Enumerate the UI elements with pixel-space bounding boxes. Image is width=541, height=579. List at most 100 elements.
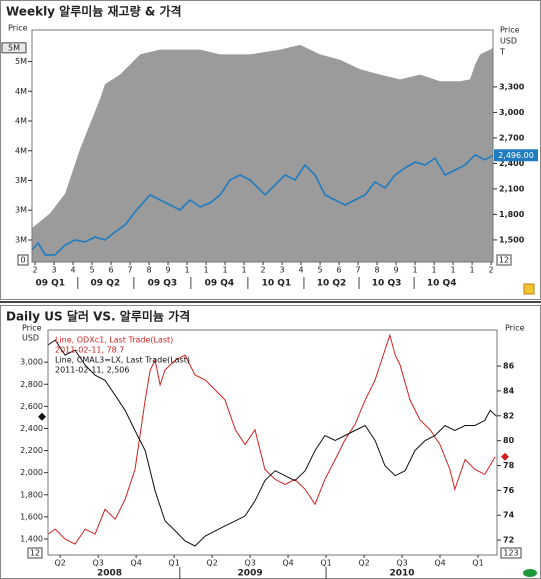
current-label: 2,496.00 (498, 151, 534, 160)
line (31, 153, 494, 256)
x-tick-label: 1 (413, 266, 418, 275)
y-tick-label: 2,200 (20, 446, 43, 455)
x-tick-label: 6 (337, 266, 342, 275)
group-label: 09 Q1 (35, 279, 65, 289)
corner-box-label: 12 (499, 256, 509, 265)
group-label: 09 Q4 (205, 279, 235, 289)
x-tick-label: Q2 (206, 559, 217, 568)
y2-tick-label: 1,500 (499, 235, 525, 244)
corner-box (496, 254, 512, 266)
current-label: 5M (8, 43, 20, 52)
y2-axis-label: USD (500, 37, 517, 46)
y-tick-label: 2,000 (20, 468, 43, 477)
y2-tick-label: 1,800 (499, 210, 525, 219)
x-tick-label: Q4 (282, 559, 293, 568)
x-tick-label: 4 (299, 266, 304, 275)
group-label: 2010 (390, 569, 415, 579)
y2-axis-label: Price (505, 324, 525, 333)
x-tick-label: 7 (128, 266, 133, 275)
x-tick-label: 4 (70, 266, 75, 275)
x-tick-label: 1 (242, 266, 247, 275)
x-tick-label: Q4 (130, 559, 141, 568)
y2-tick-label: 2,400 (499, 159, 525, 168)
y-tick-label: 3M (15, 176, 27, 185)
x-tick-label: 1 (432, 266, 437, 275)
x-tick-label: Q3 (92, 559, 103, 568)
corner-box (500, 547, 522, 559)
y-tick-label: 5M (15, 57, 27, 66)
x-tick-label: 9 (166, 266, 171, 275)
y-tick-label: 1,800 (20, 490, 43, 499)
x-tick-label: 3 (280, 266, 285, 275)
x-tick-label: 9 (394, 266, 399, 275)
x-tick-label: 2 (32, 266, 37, 275)
y2-tick-label: 84 (503, 386, 515, 395)
x-tick-label: 3 (51, 266, 56, 275)
corner-box-label: 123 (503, 549, 518, 558)
x-tick-label: 1 (223, 266, 228, 275)
y2-axis-label: T (499, 48, 505, 57)
x-tick-label: Q2 (54, 559, 65, 568)
corner-box-label: 0 (20, 256, 25, 265)
x-tick-label: 8 (147, 266, 152, 275)
chart-title: Daily US 달러 VS. 알루미늄 가격 (6, 309, 190, 324)
y-tick-label: 2,600 (20, 402, 43, 411)
x-tick-label: 7 (356, 266, 361, 275)
legend-last: 2011-02-11, 78.7 (55, 346, 124, 355)
y-axis-label: Price (8, 24, 28, 33)
x-tick-label: Q2 (358, 559, 369, 568)
current-box (494, 149, 538, 162)
corner-box (27, 547, 43, 559)
chart-title: Weekly 알루미늄 재고량 & 가격 (6, 4, 182, 19)
y2-tick-label: 82 (503, 411, 514, 420)
group-label: 10 Q2 (317, 279, 347, 289)
current-box (1, 42, 27, 54)
legend-entry: Line, CMAL3=LX, Last Trade(Last) (55, 356, 190, 365)
x-tick-label: 6 (109, 266, 114, 275)
y2-tick-label: 3,000 (499, 108, 525, 117)
group-label: 09 Q3 (148, 279, 178, 289)
group-label: 09 Q2 (91, 279, 121, 289)
y-axis-label: USD (22, 334, 39, 343)
x-tick-label: Q3 (396, 559, 407, 568)
y-tick-label: 3,000 (20, 358, 43, 367)
y-tick-label: 2,400 (20, 424, 43, 433)
x-tick-label: 5 (318, 266, 323, 275)
y2-tick-label: 80 (503, 436, 515, 445)
y-tick-label: 1,600 (20, 512, 43, 521)
legend-last: 2011-02-11, 2,506 (55, 366, 129, 375)
y-tick-label: 4M (15, 87, 27, 96)
y2-tick-label: 3,300 (499, 82, 525, 91)
y2-tick-label: 72 (503, 536, 514, 545)
y-tick-label: 2,800 (20, 380, 43, 389)
y2-tick-label: 74 (503, 511, 515, 520)
x-tick-label: Q1 (320, 559, 331, 568)
status-icon (523, 569, 537, 577)
x-tick-label: 2 (261, 266, 266, 275)
x-tick-label: 8 (375, 266, 380, 275)
x-tick-label: Q3 (244, 559, 255, 568)
x-tick-label: 2 (489, 266, 494, 275)
plot-border (47, 329, 498, 556)
x-tick-label: 1 (470, 266, 475, 275)
x-tick-label: 1 (451, 266, 456, 275)
y2-axis-label: Price (500, 26, 520, 35)
corner-box-label: 12 (30, 549, 40, 558)
group-label: 2008 (97, 569, 122, 579)
y2-tick-label: 86 (503, 362, 515, 371)
y-tick-label: 4M (15, 117, 27, 126)
y2-tick-label: 76 (503, 486, 515, 495)
y2-tick-label: 2,100 (499, 184, 525, 193)
last-value-marker (501, 452, 509, 461)
y-axis-label: Price (22, 324, 42, 333)
last-value-marker (38, 412, 46, 421)
plot-border (31, 29, 494, 263)
x-tick-label: 1 (204, 266, 209, 275)
toolbar-icon[interactable] (523, 283, 535, 295)
y-tick-label: 4M (15, 146, 27, 155)
y-tick-label: 3M (15, 235, 27, 244)
y-tick-label: 1,400 (20, 534, 43, 543)
legend-entry: Line, ODXc1, Last Trade(Last) (55, 336, 173, 345)
group-label: 2009 (238, 569, 263, 579)
